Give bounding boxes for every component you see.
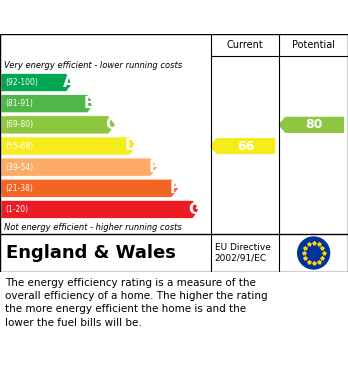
Text: C: C (105, 117, 117, 133)
Text: (81-91): (81-91) (5, 99, 33, 108)
Text: A: A (63, 75, 74, 90)
Polygon shape (278, 117, 344, 133)
Text: 66: 66 (237, 140, 254, 152)
Text: Not energy efficient - higher running costs: Not energy efficient - higher running co… (4, 222, 182, 231)
Polygon shape (1, 179, 179, 197)
Polygon shape (209, 138, 275, 154)
Polygon shape (1, 137, 136, 155)
Text: EU Directive
2002/91/EC: EU Directive 2002/91/EC (214, 243, 270, 263)
Polygon shape (1, 200, 200, 219)
Text: G: G (188, 202, 201, 217)
Text: The energy efficiency rating is a measure of the
overall efficiency of a home. T: The energy efficiency rating is a measur… (5, 278, 268, 328)
Polygon shape (1, 74, 73, 91)
Text: (69-80): (69-80) (5, 120, 33, 129)
Text: E: E (148, 160, 159, 175)
Polygon shape (1, 116, 116, 134)
Text: Energy Efficiency Rating: Energy Efficiency Rating (7, 9, 217, 25)
Polygon shape (1, 95, 94, 113)
Polygon shape (1, 158, 158, 176)
Text: B: B (84, 96, 95, 111)
Text: (92-100): (92-100) (5, 78, 38, 87)
Text: (39-54): (39-54) (5, 163, 33, 172)
Text: England & Wales: England & Wales (6, 244, 176, 262)
Text: Current: Current (227, 40, 263, 50)
Text: Potential: Potential (292, 40, 335, 50)
Text: F: F (169, 181, 180, 196)
Circle shape (298, 237, 330, 269)
Text: (21-38): (21-38) (5, 184, 33, 193)
Text: D: D (125, 138, 137, 154)
Text: Very energy efficient - lower running costs: Very energy efficient - lower running co… (4, 61, 182, 70)
Text: 80: 80 (306, 118, 323, 131)
Text: (1-20): (1-20) (5, 205, 28, 214)
Text: (55-68): (55-68) (5, 142, 33, 151)
